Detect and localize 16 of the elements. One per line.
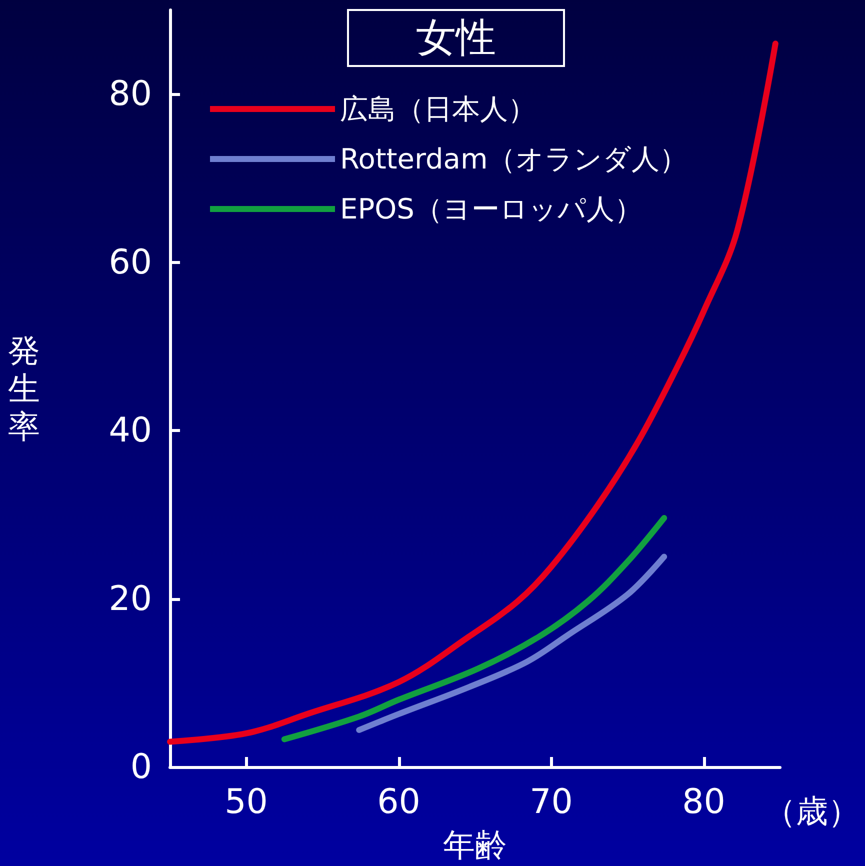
x-tick-label: 60 [377, 782, 420, 822]
y-axis-title: 発生率 [8, 332, 40, 446]
legend-label: Rotterdam（オランダ人） [340, 142, 688, 176]
y-tick-label: 20 [108, 578, 152, 619]
x-tick-label: 50 [224, 782, 268, 822]
text: （歳） [764, 792, 860, 830]
chart-title: 女性 [416, 15, 496, 61]
y-tick-label: 60 [108, 242, 152, 282]
y-tick-label: 0 [130, 747, 152, 787]
y-tick-label: 40 [108, 410, 152, 451]
x-axis-title: 年齢 [443, 826, 507, 864]
legend-label: 広島（日本人） [340, 92, 536, 126]
y-tick-label: 80 [108, 74, 152, 114]
legend-label: EPOS（ヨーロッパ人） [340, 192, 642, 226]
x-tick-label: 80 [682, 782, 726, 822]
x-tick-label: 70 [530, 782, 573, 822]
